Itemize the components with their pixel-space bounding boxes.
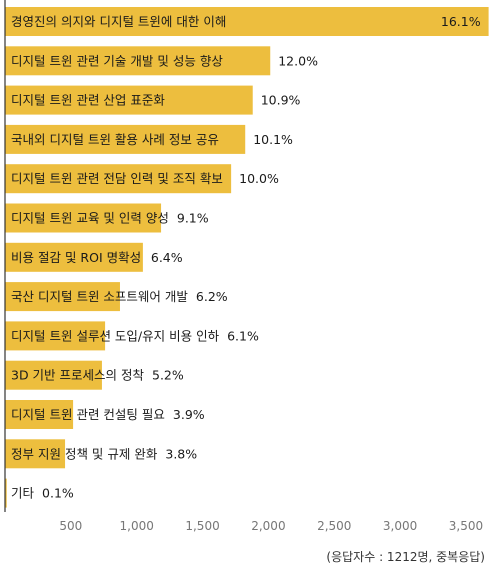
value-label: 3.9% <box>173 407 205 422</box>
value-label: 12.0% <box>278 53 318 68</box>
bar <box>5 124 246 154</box>
bars-group: 경영진의 의지와 디지털 트윈에 대한 이해 16.1% 디지털 트윈 관련 기술 … <box>5 7 489 508</box>
category-label: 디지털 트윈 관련 기술 개발 및 성능 향상 <box>11 53 223 68</box>
category-label: 경영진의 의지와 디지털 트윈에 대한 이해 <box>11 14 226 29</box>
bar <box>5 164 232 194</box>
x-tick-label: 2,500 <box>317 519 351 533</box>
value-label: 10.9% <box>261 93 301 108</box>
bar <box>5 7 489 36</box>
value-label: 6.4% <box>151 250 183 265</box>
category-label: 비용 절감 및 ROI 명확성 <box>11 250 141 265</box>
x-tick-label: 3,000 <box>383 519 417 533</box>
bar <box>5 321 106 351</box>
bar <box>5 360 102 390</box>
bar <box>5 400 74 429</box>
category-label: 국내외 디지털 트윈 활용 사례 정보 공유 <box>11 132 219 147</box>
value-label: 3.8% <box>165 446 197 461</box>
x-tick-label: 1,500 <box>185 519 219 533</box>
x-tick-label: 2,000 <box>251 519 285 533</box>
category-label: 정부 지원 정책 및 규제 완화 <box>11 446 158 461</box>
bar-chart: 경영진의 의지와 디지털 트윈에 대한 이해 16.1% 디지털 트윈 관련 기술 … <box>4 0 489 533</box>
category-label: 디지털 트윈 관련 산업 표준화 <box>11 93 165 108</box>
value-label: 0.1% <box>42 486 74 501</box>
category-label: 3D 기반 프로세스의 정착 <box>11 368 144 383</box>
category-label: 디지털 트윈 관련 컨설팅 필요 <box>11 407 165 422</box>
value-label: 10.1% <box>253 132 293 147</box>
value-label: 6.1% <box>227 328 259 343</box>
bar <box>5 242 143 272</box>
bar <box>5 203 162 233</box>
value-label: 5.2% <box>152 368 184 383</box>
x-tick-label: 500 <box>59 519 82 533</box>
bar <box>5 439 66 469</box>
category-label: 디지털 트윈 교육 및 인력 양성 <box>11 211 169 226</box>
value-label: 6.2% <box>196 289 228 304</box>
value-label: 16.1% <box>441 14 481 29</box>
bar <box>5 478 7 508</box>
category-label: 디지털 트윈 설루션 도입/유지 비용 인하 <box>11 328 220 343</box>
category-label: 디지털 트윈 관련 전담 인력 및 조직 확보 <box>11 171 223 186</box>
x-tick-label: 1,000 <box>120 519 154 533</box>
x-tick-label: 3,500 <box>449 519 483 533</box>
bar <box>5 85 253 115</box>
bar <box>5 46 271 76</box>
bar <box>5 282 120 312</box>
value-label: 9.1% <box>177 211 209 226</box>
x-axis-ticks: 500 1,000 1,500 2,000 2,500 3,000 3,500 <box>59 519 483 533</box>
response-note: (응답자수 : 1212명, 중복응답) <box>326 550 485 564</box>
category-label: 기타 <box>11 486 35 501</box>
value-label: 10.0% <box>239 171 279 186</box>
category-label: 국산 디지털 트윈 소프트웨어 개발 <box>11 289 188 304</box>
